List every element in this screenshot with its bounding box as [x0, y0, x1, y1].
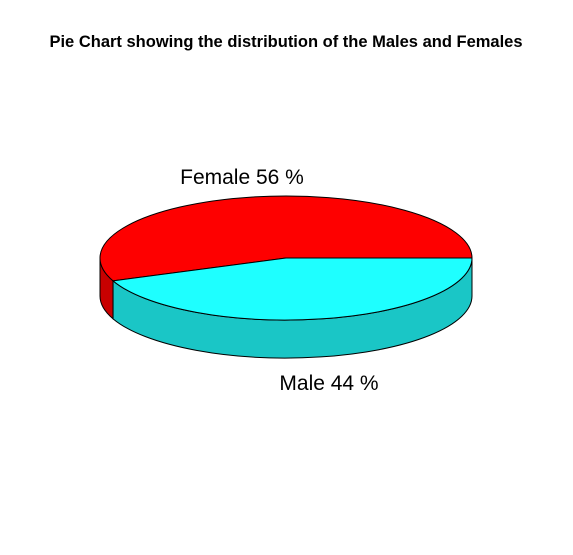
- pie-top-faces: [99, 195, 473, 321]
- slice-label-female: Female 56 %: [180, 166, 304, 189]
- pie-slice-female: [99, 195, 473, 282]
- slice-label-male: Male 44 %: [279, 372, 378, 395]
- chart-title: Pie Chart showing the distribution of th…: [49, 33, 522, 51]
- pie-slice-male: [111, 257, 473, 321]
